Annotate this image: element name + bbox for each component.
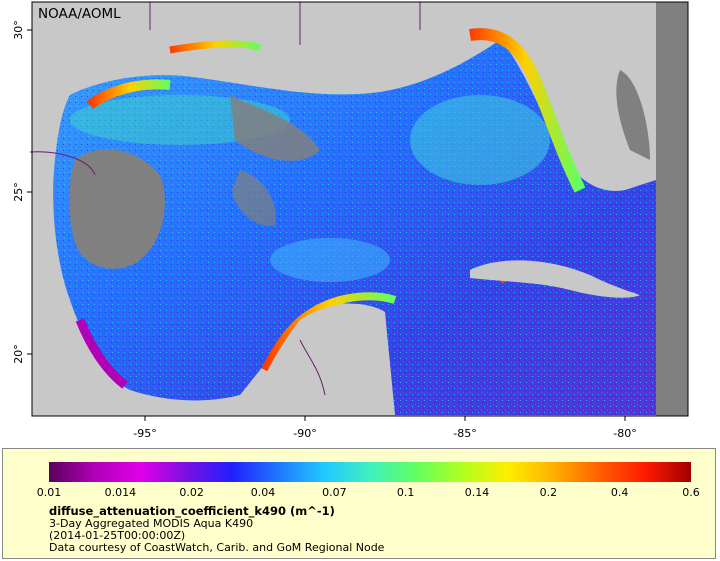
credit-line: Data courtesy of CoastWatch, Carib. and … <box>49 541 385 554</box>
colorbar-tick-label: 0.6 <box>682 486 700 499</box>
product-name: 3-Day Aggregated MODIS Aqua K490 <box>49 517 254 530</box>
no-data-patch <box>656 2 688 416</box>
colorbar-tick-label: 0.014 <box>104 486 137 499</box>
coastal-band <box>75 318 128 389</box>
border-line <box>29 151 96 176</box>
yucatan <box>250 303 395 415</box>
colorbar-tick-label: 0.04 <box>250 486 276 499</box>
time-stamp: (2014-01-25T00:00:00Z) <box>49 529 186 542</box>
lon-label: -80° <box>613 427 636 440</box>
lat-label: 25° <box>12 182 25 202</box>
colorbar-tick-label: 0.07 <box>322 486 347 499</box>
border-line <box>299 339 326 396</box>
attribution-box <box>33 3 131 25</box>
coastal-band <box>469 28 586 193</box>
attribution: NOAA/AOML <box>38 6 121 22</box>
campeche-bank <box>270 238 390 282</box>
colorbar <box>49 462 691 482</box>
lat-ticks <box>27 29 32 355</box>
coastal-band <box>261 292 397 372</box>
colorbar-tick-label: 0.2 <box>539 486 558 499</box>
lon-label: -90° <box>293 427 316 440</box>
colorbar-tick-label: 0.02 <box>179 486 204 499</box>
coastal-band <box>169 40 262 54</box>
no-data-patch <box>232 170 276 226</box>
cuba <box>470 260 640 298</box>
map-frame <box>31 1 689 417</box>
lon-ticks <box>144 416 626 421</box>
colorbar-tick-label: 0.01 <box>36 486 62 499</box>
colorbar-tick-label: 0.1 <box>396 486 415 499</box>
colorbar-tick-label: 0.14 <box>464 486 490 499</box>
lon-label: -85° <box>453 427 476 440</box>
colorbar-tick-label: 0.4 <box>610 486 629 499</box>
florida-shelf <box>410 95 550 185</box>
border-line <box>149 2 421 45</box>
no-data-patch <box>616 70 650 160</box>
variable-name: diffuse_attenuation_coefficient_k490 (m^… <box>49 504 335 518</box>
no-data-patch <box>230 95 320 161</box>
legend-panel: 0.01 0.014 0.02 0.04 0.07 0.1 0.14 0.2 0.4 0.6 di… <box>2 448 716 559</box>
lat-label: 30° <box>12 20 25 40</box>
coastal-band <box>87 79 171 110</box>
lon-label: -95° <box>133 427 156 440</box>
map[interactable]: NOAA/AOML -95° -90° -85° -80° 30° 25° 20… <box>0 0 720 448</box>
map-plot: NOAA/AOML -95° -90° -85° -80° 30° 25° 20… <box>12 1 689 440</box>
no-data-patch <box>69 149 165 269</box>
lat-label: 20° <box>12 344 25 364</box>
